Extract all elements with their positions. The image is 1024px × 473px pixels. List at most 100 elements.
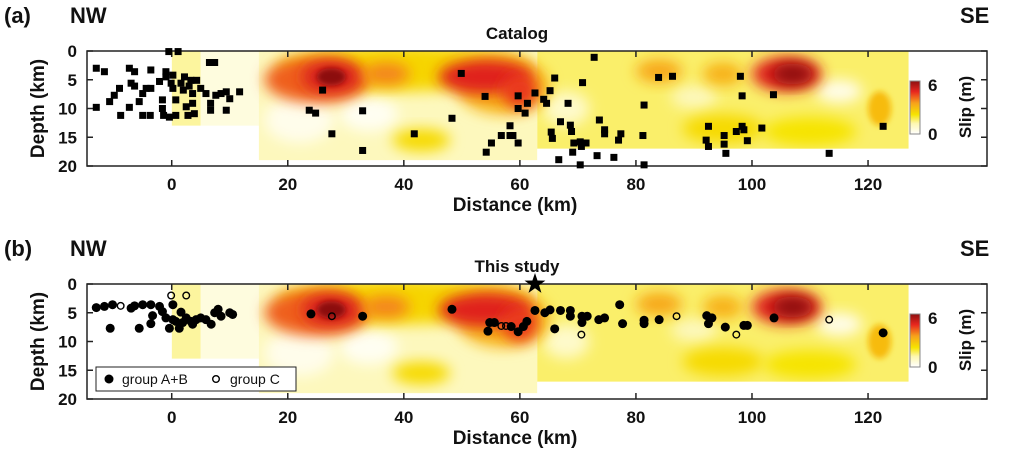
event-marker — [497, 132, 505, 140]
event-marker — [305, 106, 313, 114]
colorbar-label: Slip (m) — [956, 309, 975, 371]
event-marker — [358, 311, 368, 321]
event-marker — [216, 311, 226, 321]
colorbar-tick-label: 0 — [928, 358, 937, 377]
event-marker — [165, 48, 173, 56]
panel-label: (b) — [4, 236, 32, 261]
event-marker — [185, 82, 193, 90]
event-marker — [547, 128, 555, 136]
event-marker — [202, 90, 210, 98]
x-tick-label: 60 — [510, 408, 529, 427]
nw-label: NW — [70, 3, 107, 28]
slip-patch — [772, 63, 813, 85]
x-tick-label: 100 — [738, 175, 766, 194]
event-marker — [135, 98, 143, 106]
event-marker — [169, 84, 177, 92]
event-marker — [601, 130, 609, 138]
event-marker — [639, 319, 649, 329]
event-marker — [134, 323, 144, 333]
event-marker — [176, 307, 186, 317]
event-marker — [187, 76, 195, 84]
event-marker — [146, 319, 156, 329]
event-marker — [180, 73, 188, 81]
event-marker — [769, 91, 777, 99]
event-marker — [148, 311, 158, 321]
event-marker — [704, 142, 712, 150]
event-marker — [481, 92, 489, 100]
event-marker — [879, 122, 887, 130]
slip-patch — [316, 68, 346, 86]
event-marker — [448, 114, 456, 122]
event-marker — [312, 109, 320, 117]
legend-entry: group A+B — [122, 371, 188, 387]
event-marker — [720, 140, 728, 148]
event-marker — [228, 309, 238, 319]
event-marker — [177, 79, 185, 87]
x-tick-label: 60 — [510, 175, 529, 194]
slip-patch — [635, 292, 683, 316]
slip-patch — [670, 85, 718, 109]
event-marker — [189, 90, 197, 98]
slip-patch — [392, 128, 451, 152]
event-marker — [156, 77, 164, 85]
event-marker — [655, 73, 663, 81]
slip-patch — [682, 114, 764, 143]
event-marker — [654, 315, 664, 325]
event-marker — [702, 136, 710, 144]
x-axis-label: Distance (km) — [453, 428, 578, 449]
event-marker — [523, 99, 531, 107]
event-marker — [577, 142, 585, 150]
slip-patch — [763, 350, 857, 379]
mainshock-star-icon — [524, 273, 546, 293]
event-marker — [142, 84, 150, 92]
event-marker — [179, 86, 187, 94]
event-marker — [160, 111, 168, 119]
event-marker — [672, 312, 681, 321]
event-marker — [105, 323, 115, 333]
y-axis-label: Depth (km) — [28, 59, 49, 158]
slip-patch — [868, 324, 892, 359]
event-marker — [125, 103, 133, 111]
event-marker — [703, 319, 713, 329]
slip-patch — [543, 324, 590, 359]
legend-box — [95, 366, 297, 392]
slip-patch — [815, 312, 863, 336]
panel-label: (a) — [4, 3, 31, 28]
event-marker — [162, 68, 170, 76]
event-marker — [557, 118, 565, 126]
event-marker — [640, 101, 648, 109]
event-marker — [174, 48, 182, 56]
y-tick-label: 15 — [58, 361, 77, 380]
x-tick-label: 40 — [394, 175, 413, 194]
x-tick-label: 120 — [854, 175, 882, 194]
event-marker — [487, 139, 495, 147]
x-tick-label: 0 — [167, 175, 176, 194]
event-marker — [165, 113, 173, 121]
event-marker — [482, 148, 490, 156]
event-marker — [100, 68, 108, 76]
event-marker — [582, 311, 592, 321]
legend-open-circle-icon — [211, 375, 220, 384]
event-marker — [171, 316, 181, 326]
y-tick-label: 20 — [58, 157, 77, 176]
slip-patch — [702, 62, 744, 86]
event-marker — [147, 66, 155, 74]
colorbar-tick-label: 6 — [928, 76, 937, 95]
event-marker — [566, 121, 574, 129]
event-marker — [164, 323, 174, 333]
event-marker — [736, 72, 744, 80]
event-marker — [457, 69, 465, 77]
event-marker — [125, 64, 133, 72]
event-marker — [217, 90, 225, 98]
event-marker — [182, 291, 191, 300]
event-marker — [213, 304, 223, 314]
x-tick-label: 40 — [394, 408, 413, 427]
event-marker — [359, 107, 367, 115]
event-marker — [139, 111, 147, 119]
slip-patch — [264, 330, 335, 376]
event-marker — [550, 324, 560, 334]
colorbar — [909, 80, 921, 135]
slip-patch — [543, 91, 590, 126]
event-marker — [531, 89, 539, 97]
